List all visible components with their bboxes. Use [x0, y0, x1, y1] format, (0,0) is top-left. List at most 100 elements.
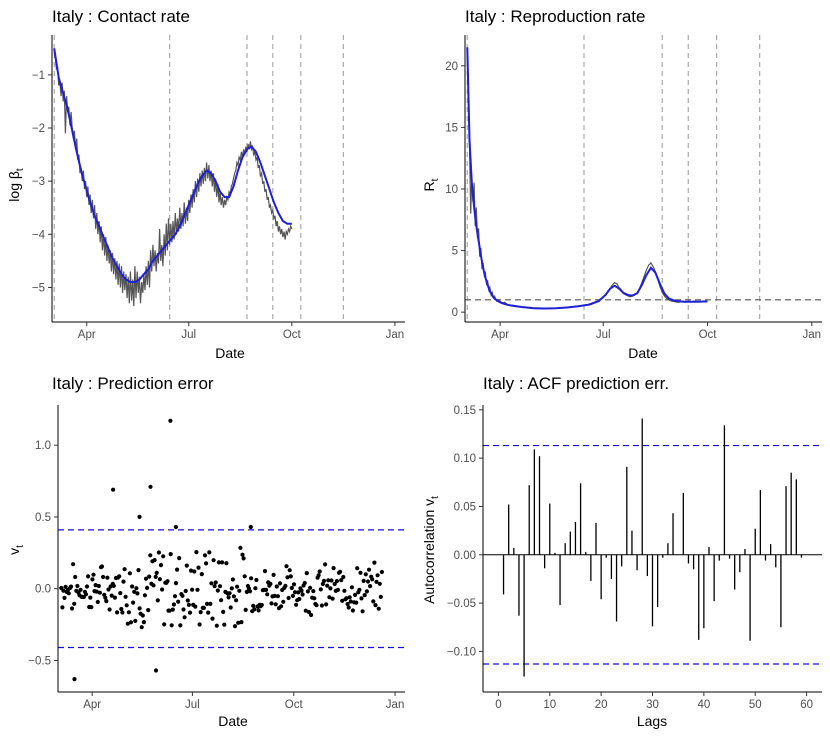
x-axis-title: Date [218, 713, 248, 729]
error-point [72, 601, 77, 606]
error-point [169, 623, 174, 628]
error-point [105, 575, 110, 580]
error-point [321, 578, 327, 584]
error-point [222, 622, 227, 627]
error-point [284, 564, 289, 569]
error-point [346, 605, 351, 610]
error-point [376, 606, 381, 611]
panel-title: Italy : Prediction error [52, 374, 214, 393]
axes-2: −0.5 0.0 0.5 1.0 Apr Jul Oct Jan [28, 405, 405, 711]
error-point [283, 583, 288, 589]
raw-series-line [466, 53, 708, 310]
error-point [306, 610, 312, 615]
error-point [303, 608, 308, 613]
error-point [155, 598, 160, 603]
error-point [237, 588, 242, 593]
error-point [96, 583, 101, 589]
error-point [341, 574, 346, 580]
error-point [106, 587, 111, 592]
error-point [168, 418, 173, 423]
error-point [219, 598, 224, 603]
error-point [210, 616, 215, 621]
error-point [375, 573, 380, 578]
error-point [239, 620, 244, 625]
x-tick-label: Oct [285, 699, 304, 711]
error-point [143, 576, 149, 581]
error-point [254, 577, 259, 583]
error-point [61, 588, 66, 593]
error-point [235, 584, 240, 589]
error-point [161, 554, 166, 559]
error-point [288, 574, 293, 579]
error-point [244, 589, 249, 595]
y-tick-label: −0.05 [447, 598, 476, 610]
error-point [84, 584, 90, 589]
x-tick-label: 30 [646, 699, 659, 711]
error-point [353, 592, 358, 598]
error-point [378, 594, 383, 600]
error-point [73, 574, 78, 580]
error-point [373, 603, 378, 608]
x-tick-label: Jan [386, 699, 405, 711]
error-point [253, 586, 258, 591]
error-point [294, 602, 299, 607]
error-point [202, 553, 208, 558]
error-point [170, 607, 175, 612]
error-point [183, 588, 188, 594]
error-point [135, 591, 140, 596]
x-tick-label: Jan [386, 329, 405, 341]
error-point [221, 609, 226, 615]
error-point [252, 607, 257, 612]
x-tick-label: Apr [83, 699, 101, 711]
error-point [296, 590, 301, 595]
error-point [251, 603, 256, 608]
error-point [165, 579, 170, 584]
error-point [347, 595, 352, 600]
error-point [139, 625, 144, 630]
y-tick-label: 20 [445, 61, 458, 73]
axes-0: −1 −2 −3 −4 −5 Apr Jul Oct Jan [32, 35, 405, 341]
error-point [107, 607, 112, 612]
error-point [317, 569, 322, 574]
smoothed-series-line [466, 47, 708, 310]
plot-area-2 [58, 418, 405, 682]
y-axis-title: Rt [421, 178, 441, 191]
error-point [173, 581, 179, 586]
error-point [118, 591, 123, 596]
error-point [88, 595, 93, 600]
error-point [69, 606, 75, 611]
error-point [71, 562, 76, 567]
x-tick-label: Oct [699, 329, 718, 341]
raw-series-line [53, 50, 293, 307]
error-point [370, 577, 375, 582]
y-axis-title: Autocorrelation vt [421, 496, 441, 604]
error-point [72, 677, 77, 682]
error-point [332, 581, 337, 587]
error-point [374, 579, 379, 584]
error-point [127, 571, 132, 576]
error-point [75, 583, 80, 589]
error-point [331, 566, 336, 571]
panel-prediction-error: Italy : Prediction error Date vt [6, 374, 248, 729]
x-tick-label: Jul [185, 699, 200, 711]
error-point [196, 565, 201, 570]
error-point [137, 606, 142, 611]
error-point [248, 524, 253, 530]
error-point [115, 610, 120, 615]
error-point [355, 566, 360, 571]
y-tick-label: −3 [32, 176, 45, 188]
error-point [180, 593, 185, 598]
error-point [177, 556, 182, 561]
error-point [217, 584, 223, 589]
error-point [199, 572, 204, 577]
error-point [99, 564, 105, 569]
y-tick-label: −0.10 [447, 646, 476, 658]
y-tick-label: 1.0 [35, 440, 51, 452]
error-point [136, 568, 141, 573]
error-point [364, 589, 369, 594]
error-point [279, 604, 284, 609]
error-point [206, 610, 211, 615]
y-tick-label: 15 [445, 122, 458, 134]
error-point [208, 601, 213, 607]
error-point [181, 607, 186, 612]
